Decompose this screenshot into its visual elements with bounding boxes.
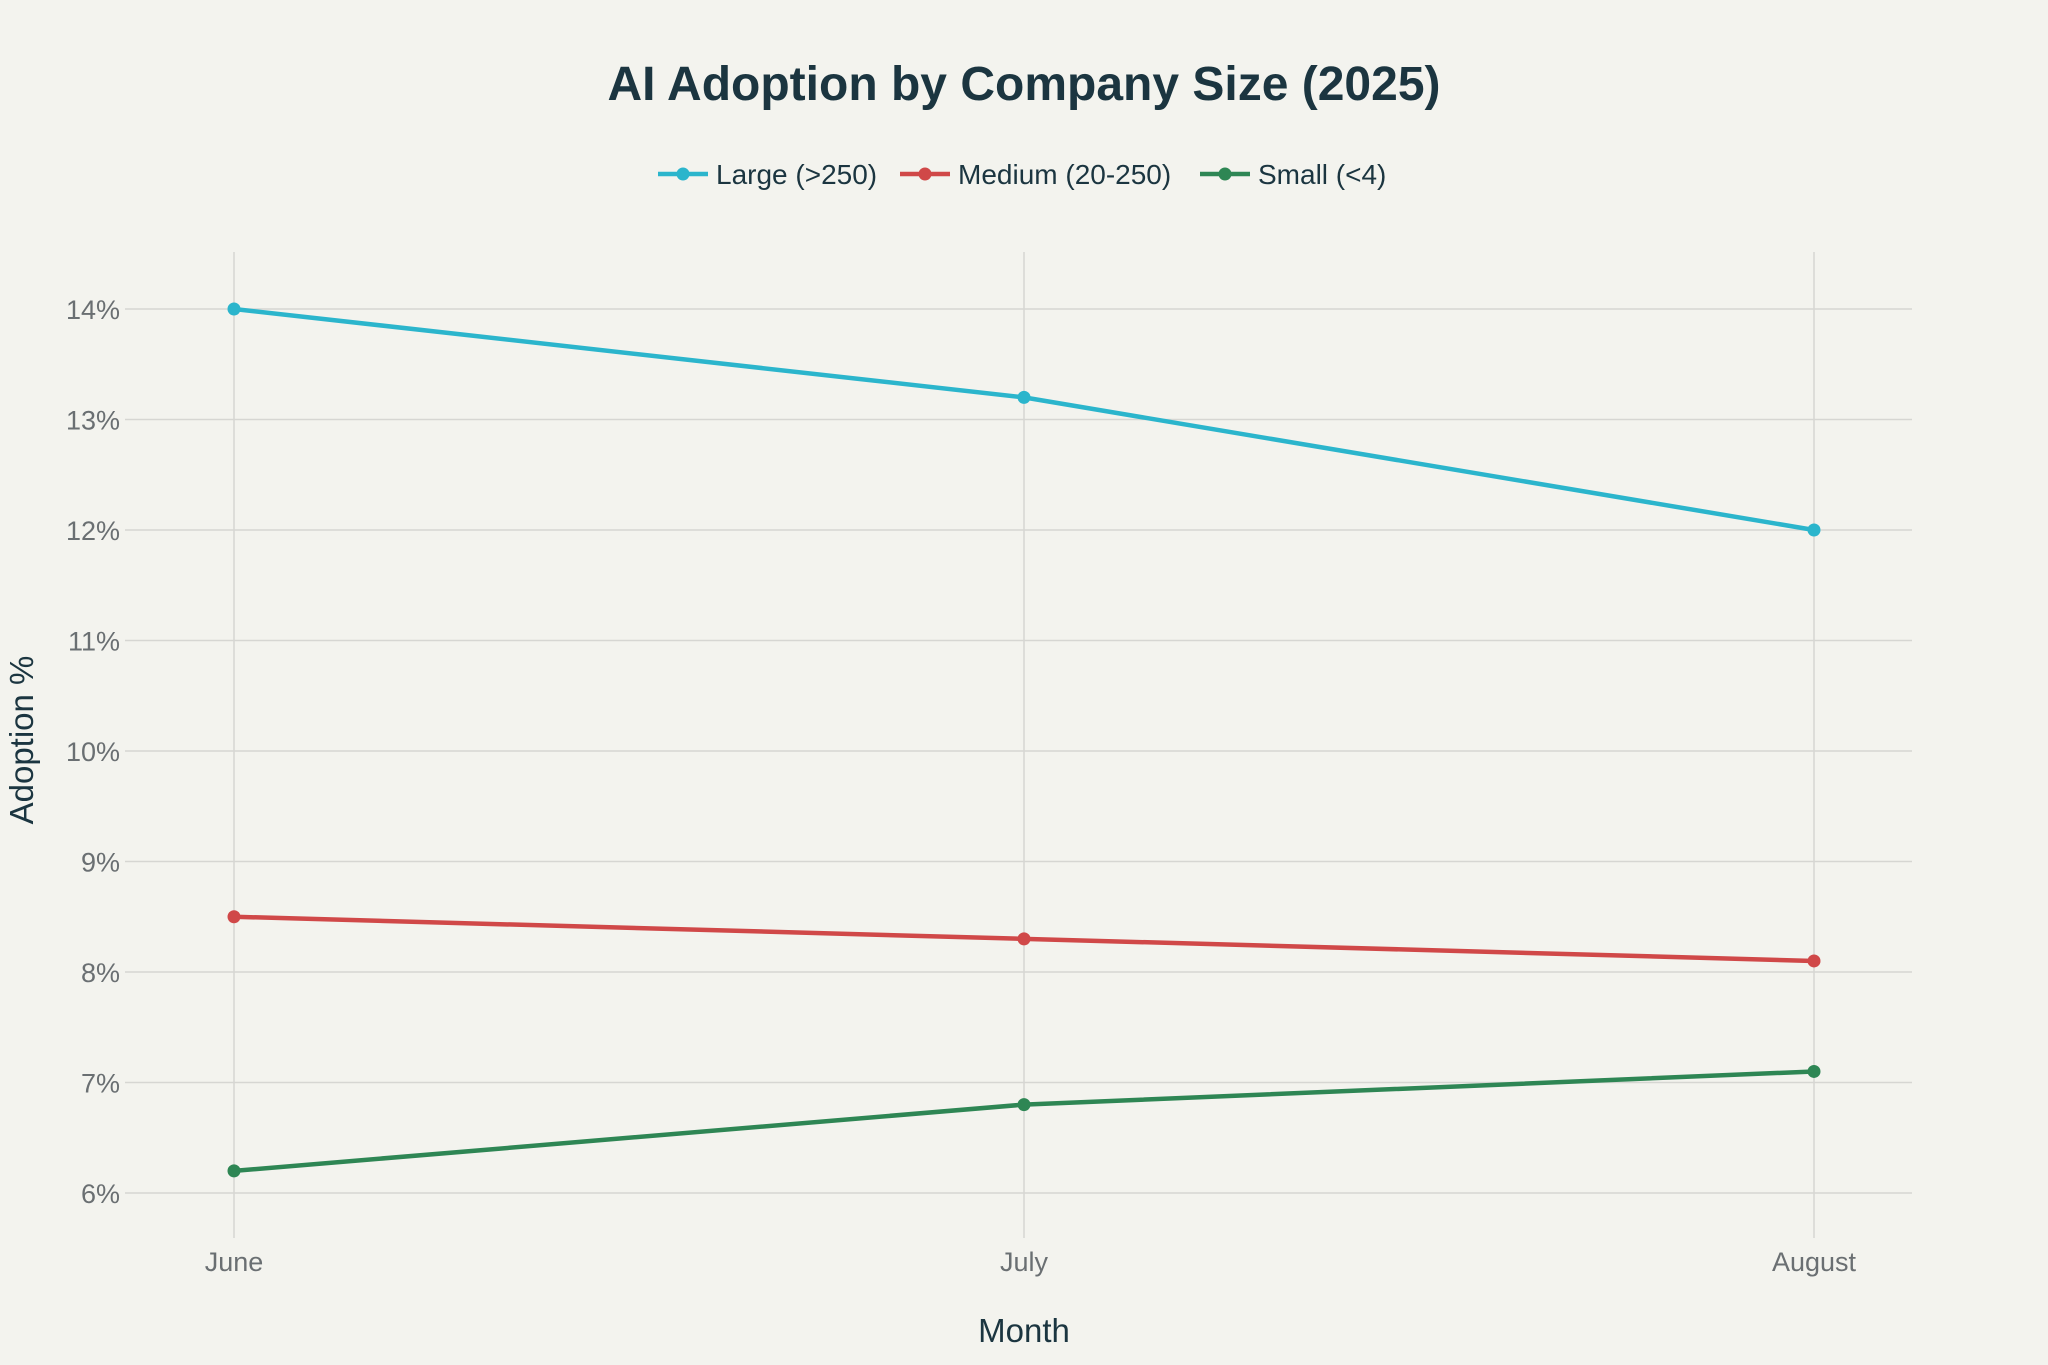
y-tick-label: 13% bbox=[66, 406, 120, 436]
x-axis-title: Month bbox=[978, 1312, 1070, 1349]
legend-swatch-marker bbox=[918, 167, 932, 181]
y-tick-label: 12% bbox=[66, 516, 120, 546]
legend: Large (>250) Medium (20-250) Small (<4) bbox=[658, 159, 1386, 190]
legend-label: Medium (20-250) bbox=[958, 159, 1171, 190]
x-tick-label: July bbox=[1000, 1247, 1049, 1277]
y-tick-label: 14% bbox=[66, 295, 120, 325]
series-layer bbox=[227, 302, 1821, 1178]
data-point bbox=[1017, 932, 1031, 946]
series-0 bbox=[227, 302, 1821, 537]
legend-label: Small (<4) bbox=[1258, 159, 1386, 190]
data-point bbox=[1807, 1064, 1821, 1078]
data-point bbox=[1807, 523, 1821, 537]
y-tick-label: 10% bbox=[66, 737, 120, 767]
x-axis-ticks: June July August bbox=[205, 1247, 1857, 1277]
y-tick-label: 7% bbox=[81, 1069, 120, 1099]
x-tick-label: August bbox=[1772, 1247, 1857, 1277]
series-2 bbox=[227, 1064, 1821, 1178]
y-axis-ticks: 6% 7% 8% 9% 10% 11% 12% 13% 14% bbox=[66, 295, 120, 1209]
legend-item: Medium (20-250) bbox=[900, 159, 1171, 190]
y-axis-title: Adoption % bbox=[3, 656, 40, 825]
chart-title: AI Adoption by Company Size (2025) bbox=[608, 58, 1441, 111]
legend-item: Small (<4) bbox=[1200, 159, 1386, 190]
legend-label: Large (>250) bbox=[716, 159, 877, 190]
legend-item: Large (>250) bbox=[658, 159, 877, 190]
y-tick-label: 11% bbox=[68, 627, 120, 657]
y-tick-label: 9% bbox=[81, 848, 120, 878]
series-1 bbox=[227, 910, 1821, 968]
x-tick-label: June bbox=[205, 1247, 264, 1277]
data-point bbox=[227, 910, 241, 924]
y-tick-label: 6% bbox=[81, 1179, 120, 1209]
legend-swatch-marker bbox=[676, 167, 690, 181]
legend-swatch-marker bbox=[1218, 167, 1232, 181]
data-point bbox=[1017, 1098, 1031, 1112]
data-point bbox=[1807, 954, 1821, 968]
data-point bbox=[1017, 390, 1031, 404]
data-point bbox=[227, 1164, 241, 1178]
y-gridlines bbox=[125, 308, 1912, 1194]
y-tick-label: 8% bbox=[81, 958, 120, 988]
data-point bbox=[227, 302, 241, 316]
